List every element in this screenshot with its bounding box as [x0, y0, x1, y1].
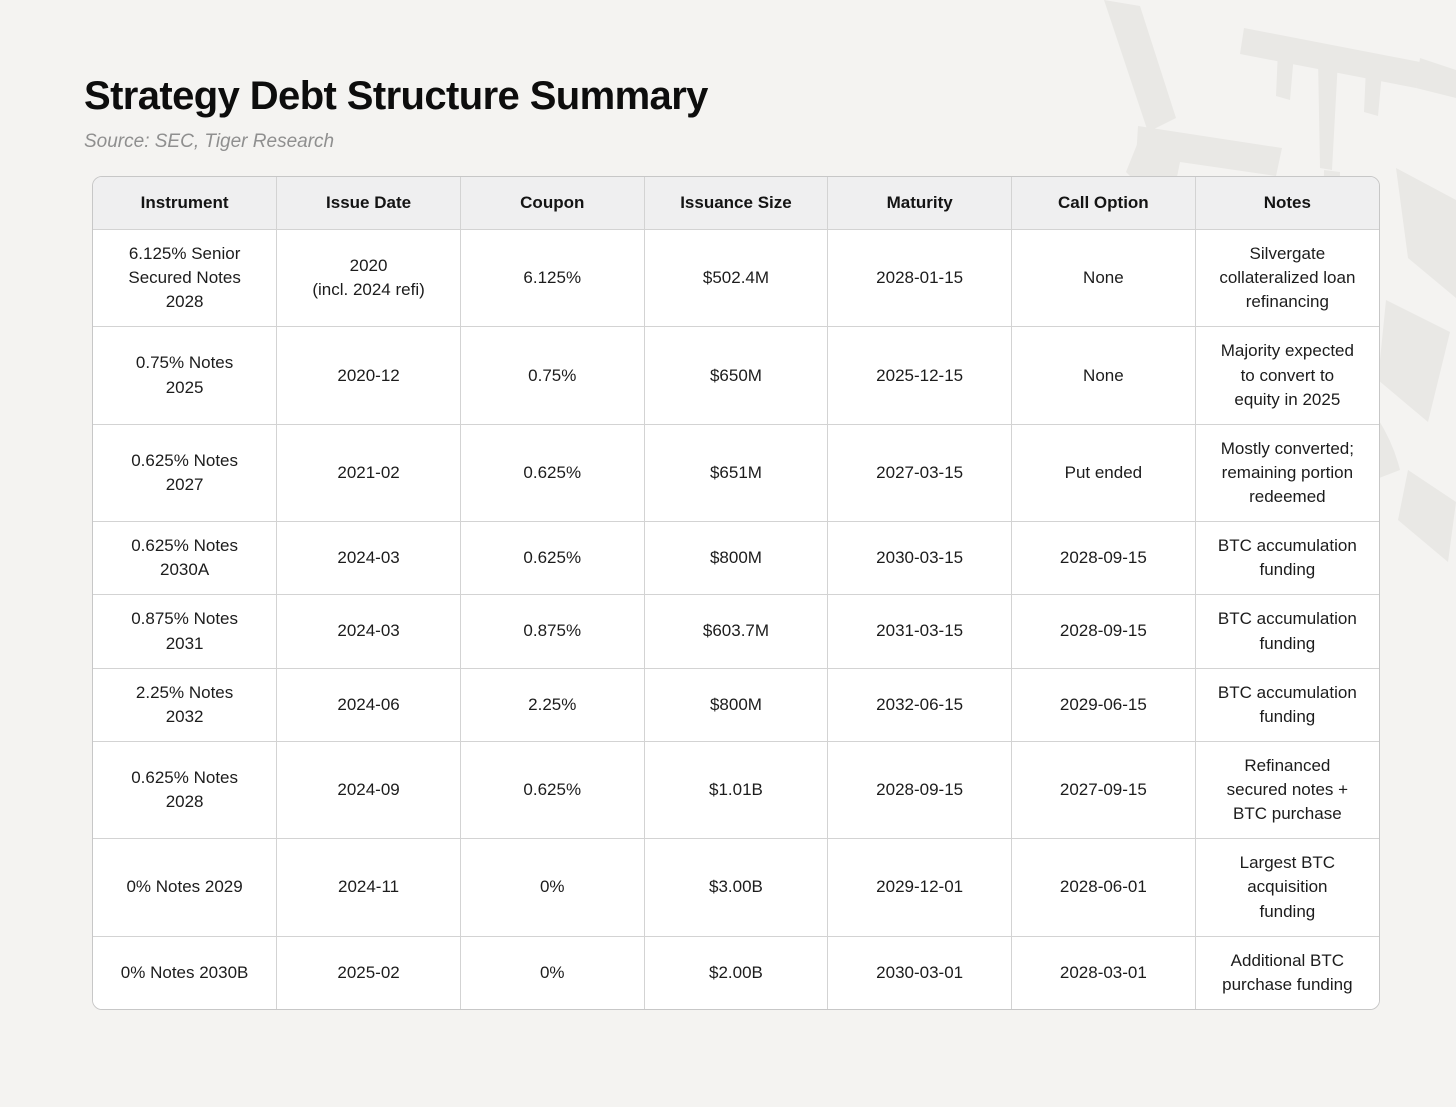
instrument-cell: 0.625% Notes 2027 [93, 423, 278, 523]
call-option-cell: 2028-09-15 [1011, 594, 1196, 669]
debt-structure-table: Instrument Issue Date Coupon Issuance Size M… [93, 176, 1379, 1009]
issuance-size-cell: $603.7M [643, 594, 829, 669]
issuance-size-cell: $800M [643, 521, 829, 596]
column-header-maturity: Maturity [827, 176, 1013, 230]
issue-date-cell: 2024-06 [276, 667, 461, 742]
issue-date-cell: 2024-03 [276, 521, 461, 596]
maturity-cell: 2028-01-15 [827, 228, 1013, 328]
maturity-cell: 2025-12-15 [827, 326, 1013, 425]
issue-date-cell: 2025-02 [276, 935, 461, 1009]
table-row: 6.125% Senior Secured Notes 2028 2020 (i… [93, 228, 1379, 328]
issue-date-cell: 2024-11 [276, 838, 461, 937]
coupon-cell: 2.25% [459, 667, 645, 742]
call-option-cell: 2028-09-15 [1011, 521, 1196, 596]
instrument-cell: 0% Notes 2029 [93, 838, 278, 937]
table-row: 0.625% Notes 2030A 2024-03 0.625% $800M … [93, 521, 1379, 596]
issuance-size-cell: $650M [643, 326, 829, 425]
notes-cell: Largest BTC acquisition funding [1194, 838, 1379, 937]
column-header-issue-date: Issue Date [276, 176, 461, 230]
content: Strategy Debt Structure Summary Source: … [84, 74, 1380, 1010]
call-option-cell: 2027-09-15 [1011, 740, 1196, 840]
call-option-cell: 2029-06-15 [1011, 667, 1196, 742]
issue-date-cell: 2020 (incl. 2024 refi) [276, 228, 461, 328]
coupon-cell: 6.125% [459, 228, 645, 328]
coupon-cell: 0.625% [459, 521, 645, 596]
table-header-row: Instrument Issue Date Coupon Issuance Size M… [93, 176, 1379, 230]
notes-cell: Majority expected to convert to equity i… [1194, 326, 1379, 425]
call-option-cell: None [1011, 326, 1196, 425]
coupon-cell: 0.625% [459, 423, 645, 523]
column-header-call-option: Call Option [1011, 176, 1196, 230]
call-option-cell: 2028-06-01 [1011, 838, 1196, 937]
notes-cell: BTC accumulation funding [1194, 667, 1379, 742]
table-row: 0.75% Notes 2025 2020-12 0.75% $650M 202… [93, 326, 1379, 425]
issue-date-cell: 2020-12 [276, 326, 461, 425]
table-row: 0.625% Notes 2028 2024-09 0.625% $1.01B … [93, 740, 1379, 840]
table-row: 2.25% Notes 2032 2024-06 2.25% $800M 203… [93, 667, 1379, 742]
issuance-size-cell: $651M [643, 423, 829, 523]
instrument-cell: 0% Notes 2030B [93, 935, 278, 1009]
issue-date-cell: 2024-03 [276, 594, 461, 669]
instrument-cell: 0.75% Notes 2025 [93, 326, 278, 425]
coupon-cell: 0% [459, 838, 645, 937]
issuance-size-cell: $3.00B [643, 838, 829, 937]
table-row: 0.875% Notes 2031 2024-03 0.875% $603.7M… [93, 594, 1379, 669]
call-option-cell: 2028-03-01 [1011, 935, 1196, 1009]
instrument-cell: 0.875% Notes 2031 [93, 594, 278, 669]
issuance-size-cell: $2.00B [643, 935, 829, 1009]
maturity-cell: 2030-03-01 [827, 935, 1013, 1009]
page-title: Strategy Debt Structure Summary [84, 74, 708, 118]
column-header-notes: Notes [1194, 176, 1379, 230]
notes-cell: Silvergate collateralized loan refinanci… [1194, 228, 1379, 328]
maturity-cell: 2031-03-15 [827, 594, 1013, 669]
column-header-issuance-size: Issuance Size [643, 176, 829, 230]
column-header-instrument: Instrument [93, 176, 278, 230]
issuance-size-cell: $800M [643, 667, 829, 742]
maturity-cell: 2027-03-15 [827, 423, 1013, 523]
coupon-cell: 0.75% [459, 326, 645, 425]
coupon-cell: 0.625% [459, 740, 645, 840]
debt-table-container: Instrument Issue Date Coupon Issuance Size M… [92, 176, 1380, 1010]
issuance-size-cell: $1.01B [643, 740, 829, 840]
issue-date-cell: 2021-02 [276, 423, 461, 523]
call-option-cell: None [1011, 228, 1196, 328]
column-header-coupon: Coupon [459, 176, 645, 230]
instrument-cell: 6.125% Senior Secured Notes 2028 [93, 228, 278, 328]
notes-cell: Mostly converted; remaining portion rede… [1194, 423, 1379, 523]
call-option-cell: Put ended [1011, 423, 1196, 523]
coupon-cell: 0% [459, 935, 645, 1009]
coupon-cell: 0.875% [459, 594, 645, 669]
table-row: 0% Notes 2030B 2025-02 0% $2.00B 2030-03… [93, 935, 1379, 1009]
notes-cell: Refinanced secured notes + BTC purchase [1194, 740, 1379, 840]
notes-cell: BTC accumulation funding [1194, 594, 1379, 669]
instrument-cell: 0.625% Notes 2028 [93, 740, 278, 840]
issue-date-cell: 2024-09 [276, 740, 461, 840]
maturity-cell: 2028-09-15 [827, 740, 1013, 840]
source-caption: Source: SEC, Tiger Research [84, 131, 335, 152]
instrument-cell: 2.25% Notes 2032 [93, 667, 278, 742]
table-row: 0% Notes 2029 2024-11 0% $3.00B 2029-12-… [93, 838, 1379, 937]
notes-cell: Additional BTC purchase funding [1194, 935, 1379, 1009]
maturity-cell: 2029-12-01 [827, 838, 1013, 937]
issuance-size-cell: $502.4M [643, 228, 829, 328]
maturity-cell: 2030-03-15 [827, 521, 1013, 596]
notes-cell: BTC accumulation funding [1194, 521, 1379, 596]
instrument-cell: 0.625% Notes 2030A [93, 521, 278, 596]
table-row: 0.625% Notes 2027 2021-02 0.625% $651M 2… [93, 423, 1379, 523]
maturity-cell: 2032-06-15 [827, 667, 1013, 742]
